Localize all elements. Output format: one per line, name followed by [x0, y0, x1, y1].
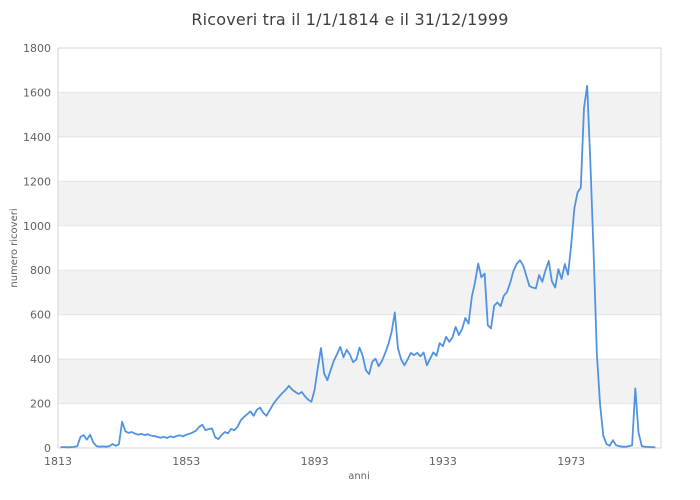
y-tick-label: 1000 — [23, 220, 51, 233]
plot-bands — [58, 92, 661, 404]
x-axis-tick-labels: 1813 1853 1893 1933 1973 — [44, 455, 585, 468]
chart-title: Ricoveri tra il 1/1/1814 e il 31/12/1999 — [191, 10, 509, 29]
y-tick-label: 1600 — [23, 86, 51, 99]
y-tick-label: 1400 — [23, 131, 51, 144]
x-tick-label: 1933 — [429, 455, 457, 468]
y-tick-label: 1200 — [23, 175, 51, 188]
y-tick-label: 400 — [30, 353, 51, 366]
y-tick-label: 1800 — [23, 42, 51, 55]
y-axis-tick-labels: 0 200 400 600 800 1000 1200 1400 1600 1800 — [23, 42, 51, 455]
plot-band — [58, 181, 661, 226]
x-axis-title: anni — [348, 471, 370, 482]
y-tick-label: 600 — [30, 309, 51, 322]
plot-border — [57, 47, 662, 449]
y-tick-label: 0 — [44, 442, 51, 455]
x-tick-label: 1853 — [172, 455, 200, 468]
plot-band — [58, 270, 661, 315]
x-tick-label: 1893 — [301, 455, 329, 468]
data-line — [60, 84, 656, 449]
plot-band — [58, 92, 661, 137]
y-axis-title: numero ricoveri — [9, 208, 20, 287]
y-tick-label: 800 — [30, 264, 51, 277]
x-tick-label: 1813 — [44, 455, 72, 468]
x-tick-label: 1973 — [557, 455, 585, 468]
y-tick-label: 200 — [30, 398, 51, 411]
plot-band — [58, 359, 661, 404]
